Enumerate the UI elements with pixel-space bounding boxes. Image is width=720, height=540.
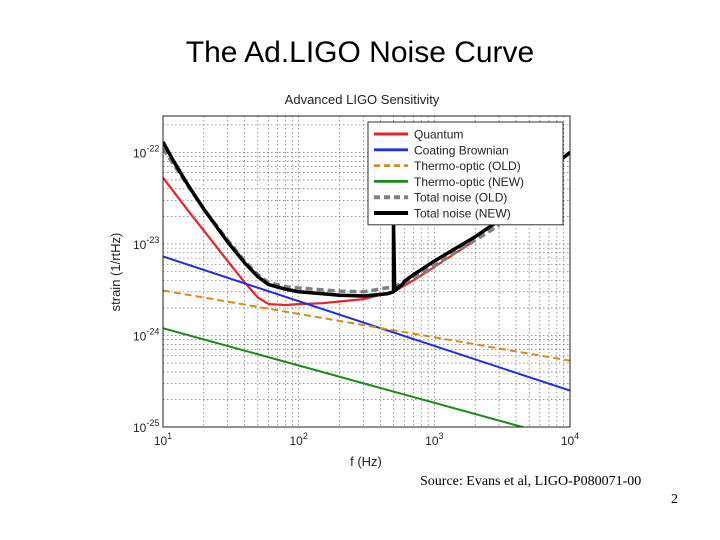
legend-label: Total noise (OLD) [414, 191, 507, 205]
noise-curve-chart: Advanced LIGO Sensitivity 101 102 103 104 1… [100, 85, 590, 470]
legend-label: Coating Brownian [414, 143, 509, 157]
series-line-quantum [163, 177, 476, 307]
chart-title: Advanced LIGO Sensitivity [285, 92, 440, 107]
legend-box [367, 121, 564, 226]
slide-title: The Ad.LIGO Noise Curve [185, 36, 535, 69]
x-axis-label: f (Hz) [350, 454, 382, 469]
legend-label: Total noise (NEW) [414, 207, 511, 221]
series-line-total-noise-new [163, 141, 570, 298]
legend-label: Thermo-optic (NEW) [414, 175, 524, 189]
series-line-thermo-optic-old [163, 289, 570, 362]
series-line-coating-brownian [163, 255, 570, 392]
source-citation: Source: Evans et al, LIGO-P080071-00 [420, 474, 642, 489]
legend-label: Thermo-optic (OLD) [414, 159, 521, 173]
page-number: 2 [671, 492, 678, 507]
plot-frame [162, 115, 571, 428]
y-axis-label: strain (1/rtHz) [108, 233, 123, 312]
legend-label: Quantum [414, 128, 463, 142]
series-line-thermo-optic-new [163, 327, 527, 427]
series-layer [163, 141, 570, 427]
